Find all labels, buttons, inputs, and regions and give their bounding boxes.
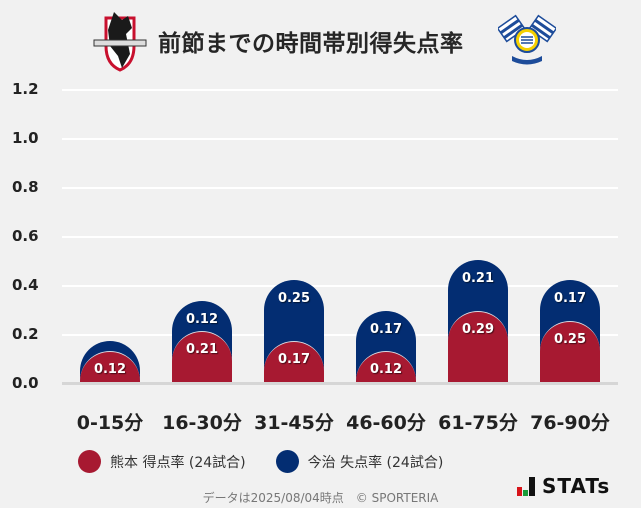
legend-dot-red-icon [78,450,101,473]
y-tick-label: 1.2 [12,80,39,98]
bar-segment-kumamoto[interactable] [264,341,324,382]
value-label-imabari: 0.12 [185,312,219,327]
gridline [62,285,618,287]
bar-segment-kumamoto[interactable] [172,331,232,382]
y-tick-label: 0.2 [12,325,39,343]
legend-item-imabari[interactable]: 今治 失点率 (24試合) [275,450,444,473]
value-label-kumamoto: 0.29 [461,322,495,337]
x-tick-label: 76-90分 [530,412,610,434]
fc-imabari-crest-icon [498,14,556,65]
y-tick-label: 1.0 [12,129,39,147]
legend-item-kumamoto[interactable]: 熊本 得点率 (24試合) [78,450,246,473]
x-tick-label: 31-45分 [254,412,334,434]
gridline [62,334,618,336]
data-source-note: データは2025/08/04時点 © SPORTERIA [202,491,439,505]
gridline [62,89,618,91]
x-tick-label: 0-15分 [76,412,144,434]
value-label-kumamoto: 0.17 [277,352,311,367]
value-label-imabari: 0.25 [277,291,311,306]
value-label-kumamoto: 0.12 [93,362,127,377]
y-tick-label: 0.6 [12,227,39,245]
value-label-imabari: 0.17 [369,322,403,337]
bar-segment-kumamoto[interactable] [448,311,508,382]
roasso-kumamoto-crest-icon [93,12,147,72]
stats-bars-icon [517,476,536,496]
y-tick-label: 0.8 [12,178,39,196]
chart-title: 前節までの時間帯別得失点率 [158,31,464,57]
y-tick-label: 0.4 [12,276,39,294]
gridline [62,187,618,189]
chart-legend: 熊本 得点率 (24試合) 今治 失点率 (24試合) [78,450,473,473]
value-label-kumamoto: 0.21 [185,342,219,357]
legend-dot-blue-icon [275,450,299,473]
y-tick-label: 0.0 [12,374,39,392]
stats-logo: STATs [517,476,610,496]
value-label-imabari: 0.21 [461,271,495,286]
x-tick-label: 16-30分 [162,412,242,434]
gridline [62,236,618,238]
x-axis-baseline [62,382,618,385]
value-label-kumamoto: 0.12 [369,362,403,377]
bar-segment-kumamoto[interactable] [540,321,600,382]
gridline [62,138,618,140]
plot-area: 1.2 1.0 0.8 0.6 0.4 0.2 0.0 0.12 0.12 0.… [12,80,618,392]
value-label-imabari: 0.17 [553,291,587,306]
chart-header: 前節までの時間帯別得失点率 [0,0,641,80]
value-label-kumamoto: 0.25 [553,332,587,347]
legend-label: 熊本 得点率 (24試合) [110,454,246,471]
x-tick-label: 61-75分 [438,412,518,434]
legend-label: 今治 失点率 (24試合) [307,454,444,471]
stats-brand-text: STATs [542,474,611,498]
x-tick-label: 46-60分 [346,412,426,434]
